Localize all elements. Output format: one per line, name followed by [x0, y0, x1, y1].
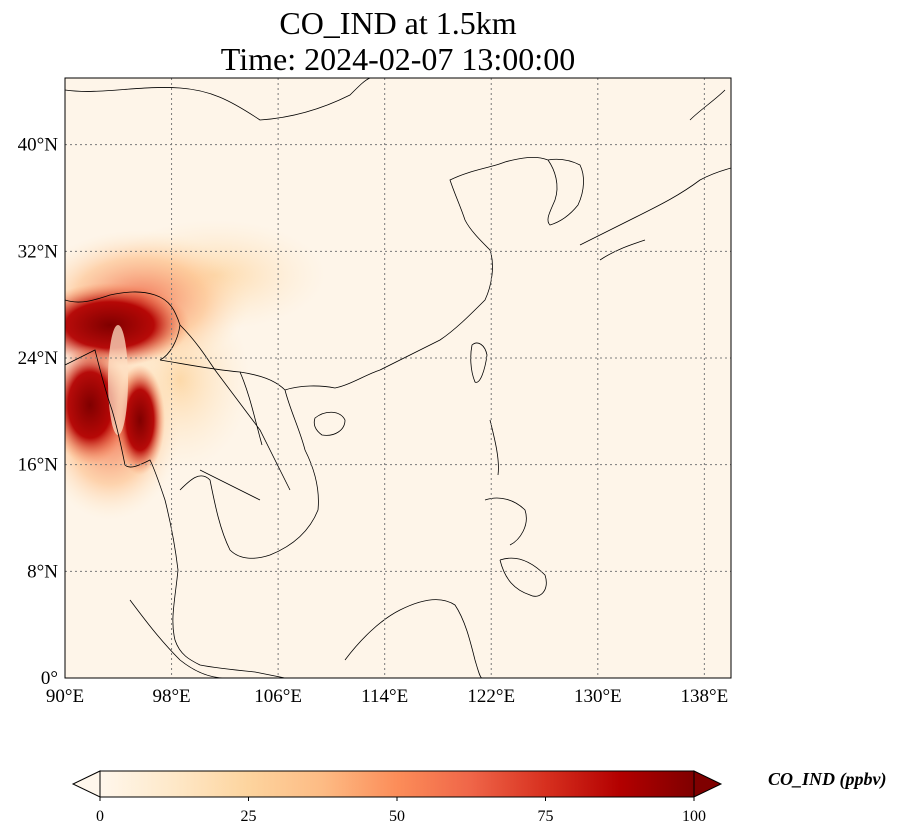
colorbar-tick-label: 75	[538, 808, 554, 825]
latitude-tick-labels: 0° 8°N 16°N 24°N 32°N 40°N	[18, 135, 59, 689]
colorbar-tick-label: 25	[241, 808, 257, 825]
map-frame	[64, 77, 732, 679]
colorbar-tick-label: 50	[389, 808, 405, 825]
lat-tick-label: 24°N	[18, 348, 59, 369]
gridlines	[65, 78, 731, 678]
lon-tick-label: 114°E	[361, 686, 408, 707]
lon-tick-label: 130°E	[574, 686, 622, 707]
map-title-line1: CO_IND at 1.5km	[279, 5, 517, 41]
lat-tick-label: 16°N	[18, 455, 59, 476]
coastlines	[65, 78, 731, 678]
colorbar-extend-min	[71, 770, 101, 798]
longitude-tick-labels: 90°E 98°E 106°E 114°E 122°E 130°E 138°E	[46, 686, 728, 707]
plume-clear-gap	[108, 325, 128, 435]
map-title-line2: Time: 2024-02-07 13:00:00	[220, 41, 576, 77]
colorbar-extend-max	[693, 770, 723, 798]
colorbar-ticks: 0 25 50 75 100	[96, 797, 706, 825]
lat-tick-label: 40°N	[18, 135, 59, 156]
lon-tick-label: 138°E	[681, 686, 729, 707]
colorbar: 0 25 50 75 100	[71, 770, 723, 825]
lon-tick-label: 98°E	[152, 686, 190, 707]
lat-tick-label: 0°	[41, 668, 58, 689]
colorbar-tick-label: 100	[682, 808, 706, 825]
colorbar-tick-label: 0	[96, 808, 104, 825]
concentration-field	[65, 78, 731, 678]
lat-tick-label: 8°N	[27, 561, 58, 582]
colorbar-label: CO_IND (ppbv)	[768, 769, 887, 789]
lon-tick-label: 122°E	[467, 686, 515, 707]
colorbar-bar	[99, 770, 695, 798]
lon-tick-label: 106°E	[254, 686, 302, 707]
lon-tick-label: 90°E	[46, 686, 84, 707]
lat-tick-label: 32°N	[18, 241, 59, 262]
